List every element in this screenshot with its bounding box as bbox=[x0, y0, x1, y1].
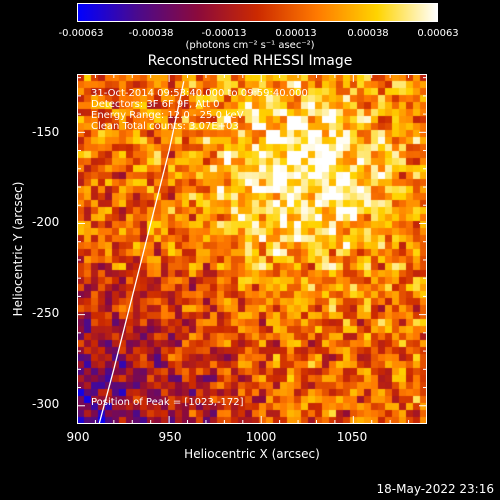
y-tick-label: -200 bbox=[32, 215, 60, 229]
y-tick-label: -150 bbox=[32, 125, 60, 139]
colorbar-tick: -0.00038 bbox=[128, 28, 174, 39]
x-axis-label: Heliocentric X (arcsec) bbox=[184, 447, 320, 461]
detectors-label: Detectors: 3F 6F 9F, Att 0 bbox=[91, 99, 220, 110]
y-tick-label: -300 bbox=[32, 397, 60, 411]
energy-range-label: Energy Range: 12.0 - 25.0 keV bbox=[91, 110, 244, 121]
plot-overlay bbox=[77, 74, 427, 424]
colorbar-units: (photons cm⁻² s⁻¹ asec⁻²) bbox=[185, 40, 315, 51]
y-tick-label: -250 bbox=[32, 306, 60, 320]
plot-area: 31-Oct-2014 09:53:40.000 to 09:59:40.000… bbox=[77, 74, 427, 424]
time-range-label: 31-Oct-2014 09:53:40.000 to 09:59:40.000 bbox=[91, 88, 308, 99]
plot-border bbox=[77, 74, 427, 424]
counts-label: Clean Total counts: 3.07E+03 bbox=[91, 121, 239, 132]
colorbar-tick: -0.00063 bbox=[58, 28, 104, 39]
y-axis-label: Heliocentric Y (arcsec) bbox=[11, 181, 25, 317]
x-tick-label: 1000 bbox=[245, 430, 277, 444]
solar-limb-curve bbox=[98, 81, 185, 424]
peak-position-label: Position of Peak = [1023,-172] bbox=[91, 397, 244, 408]
colorbar-tick: 0.00038 bbox=[347, 28, 389, 39]
colorbar-tick: -0.00013 bbox=[201, 28, 247, 39]
heatmap-image bbox=[77, 74, 427, 424]
colorbar-tick: 0.00063 bbox=[417, 28, 459, 39]
colorbar-tick: 0.00013 bbox=[275, 28, 317, 39]
axis-ticks bbox=[77, 74, 427, 424]
timestamp: 18-May-2022 23:16 bbox=[376, 482, 494, 496]
colorbar bbox=[77, 3, 438, 22]
x-tick-label: 950 bbox=[158, 430, 182, 444]
x-tick-label: 1050 bbox=[336, 430, 368, 444]
chart-title: Reconstructed RHESSI Image bbox=[147, 53, 353, 69]
x-tick-label: 900 bbox=[66, 430, 90, 444]
